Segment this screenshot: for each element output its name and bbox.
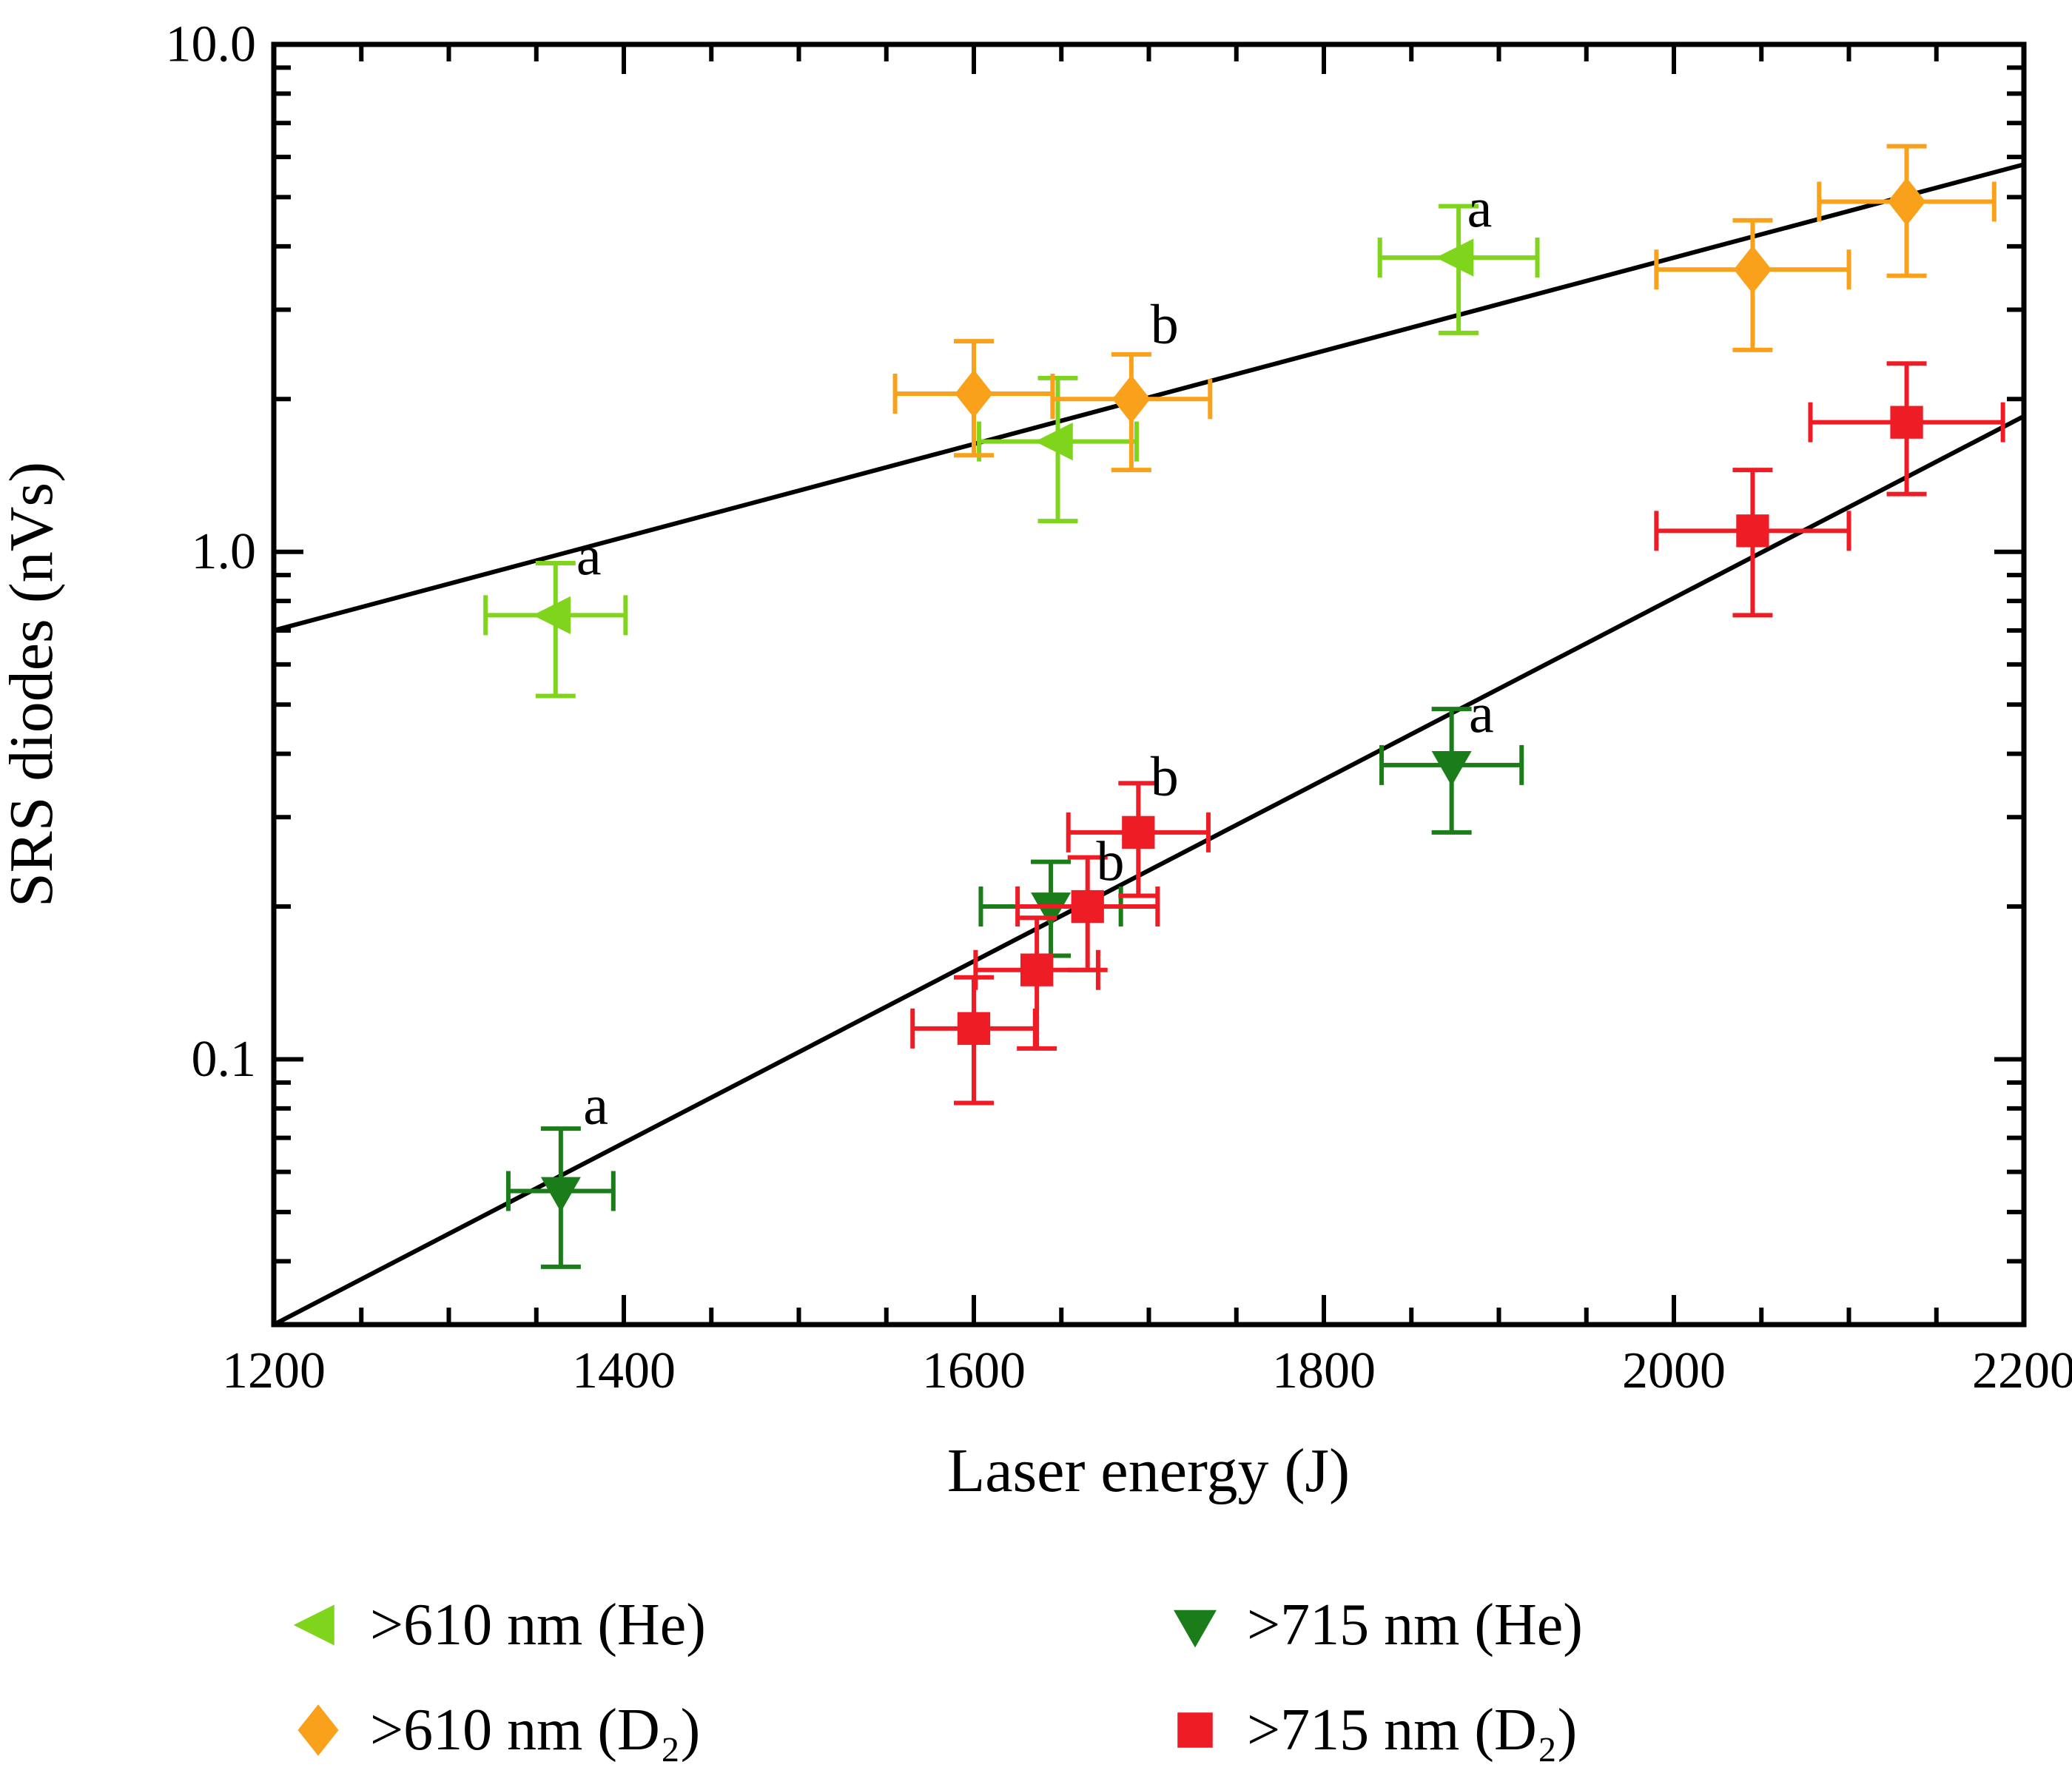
series-1 bbox=[892, 144, 1997, 473]
y-tick-label: 0.1 bbox=[192, 1031, 257, 1088]
error-bar bbox=[1066, 781, 1211, 898]
legend-item-3: >715 nm (D₂) bbox=[1177, 1698, 1577, 1763]
data-point-marker bbox=[293, 1604, 334, 1646]
data-point-marker bbox=[532, 596, 571, 635]
annotation-label: b bbox=[1151, 294, 1179, 356]
legend-label: >610 nm (D₂) bbox=[370, 1698, 700, 1763]
data-point-marker bbox=[1122, 815, 1155, 849]
legend: >610 nm (He) >610 nm (D₂) >715 nm (He) >715… bbox=[293, 1592, 1583, 1763]
data-point-marker bbox=[1020, 953, 1054, 986]
y-tick-label: 10.0 bbox=[166, 16, 257, 73]
x-tick-label: 1800 bbox=[1272, 1342, 1376, 1399]
annotation-label: b bbox=[1151, 746, 1179, 808]
y-axis-title: SRS diodes (nVs) bbox=[0, 462, 66, 907]
x-tick-label: 2000 bbox=[1622, 1342, 1726, 1399]
fit-line-fit-715nm bbox=[272, 414, 2025, 1327]
annotation-label: a bbox=[583, 1074, 608, 1137]
annotation-label: a bbox=[576, 525, 602, 588]
series-3 bbox=[910, 361, 2005, 1106]
legend-label: >610 nm (He) bbox=[370, 1592, 706, 1658]
data-point-marker bbox=[955, 369, 993, 418]
series-2 bbox=[505, 707, 1524, 1269]
data-point-marker bbox=[1031, 892, 1072, 928]
data-point-marker bbox=[1071, 889, 1104, 924]
y-tick-label: 1.0 bbox=[192, 523, 257, 580]
data-point-marker bbox=[1887, 178, 1926, 226]
data-point-marker bbox=[1733, 245, 1772, 294]
data-point-marker bbox=[1890, 406, 1923, 439]
annotation-label: a bbox=[1467, 178, 1493, 240]
legend-item-0: >610 nm (He) bbox=[293, 1592, 706, 1658]
x-axis-title: Laser energy (J) bbox=[947, 1436, 1350, 1505]
x-tick-label: 2200 bbox=[1972, 1342, 2072, 1399]
series-0 bbox=[483, 204, 1540, 699]
data-point-marker bbox=[1431, 750, 1472, 787]
data-point-marker bbox=[957, 1012, 991, 1045]
x-tick-label: 1600 bbox=[922, 1342, 1026, 1399]
data-point-marker bbox=[1035, 422, 1073, 461]
data-point-marker bbox=[1177, 1712, 1213, 1748]
error-bar bbox=[483, 561, 628, 699]
legend-label: >715 nm (He) bbox=[1247, 1592, 1583, 1658]
data-point-marker bbox=[297, 1704, 339, 1756]
annotation-label: a bbox=[1469, 682, 1494, 744]
legend-item-1: >610 nm (D₂) bbox=[297, 1698, 700, 1763]
x-tick-label: 1400 bbox=[572, 1342, 676, 1399]
data-point-marker bbox=[1174, 1610, 1217, 1648]
x-tick-label: 1200 bbox=[222, 1342, 326, 1399]
data-point-marker bbox=[1736, 514, 1769, 548]
error-bar bbox=[1377, 204, 1540, 335]
annotation-label: b bbox=[1096, 831, 1124, 893]
data-point-marker bbox=[1436, 238, 1474, 277]
data-point-marker bbox=[1112, 374, 1151, 423]
legend-label: >715 nm (D₂) bbox=[1247, 1698, 1577, 1763]
data-point-marker bbox=[540, 1177, 581, 1212]
legend-item-2: >715 nm (He) bbox=[1174, 1592, 1583, 1658]
